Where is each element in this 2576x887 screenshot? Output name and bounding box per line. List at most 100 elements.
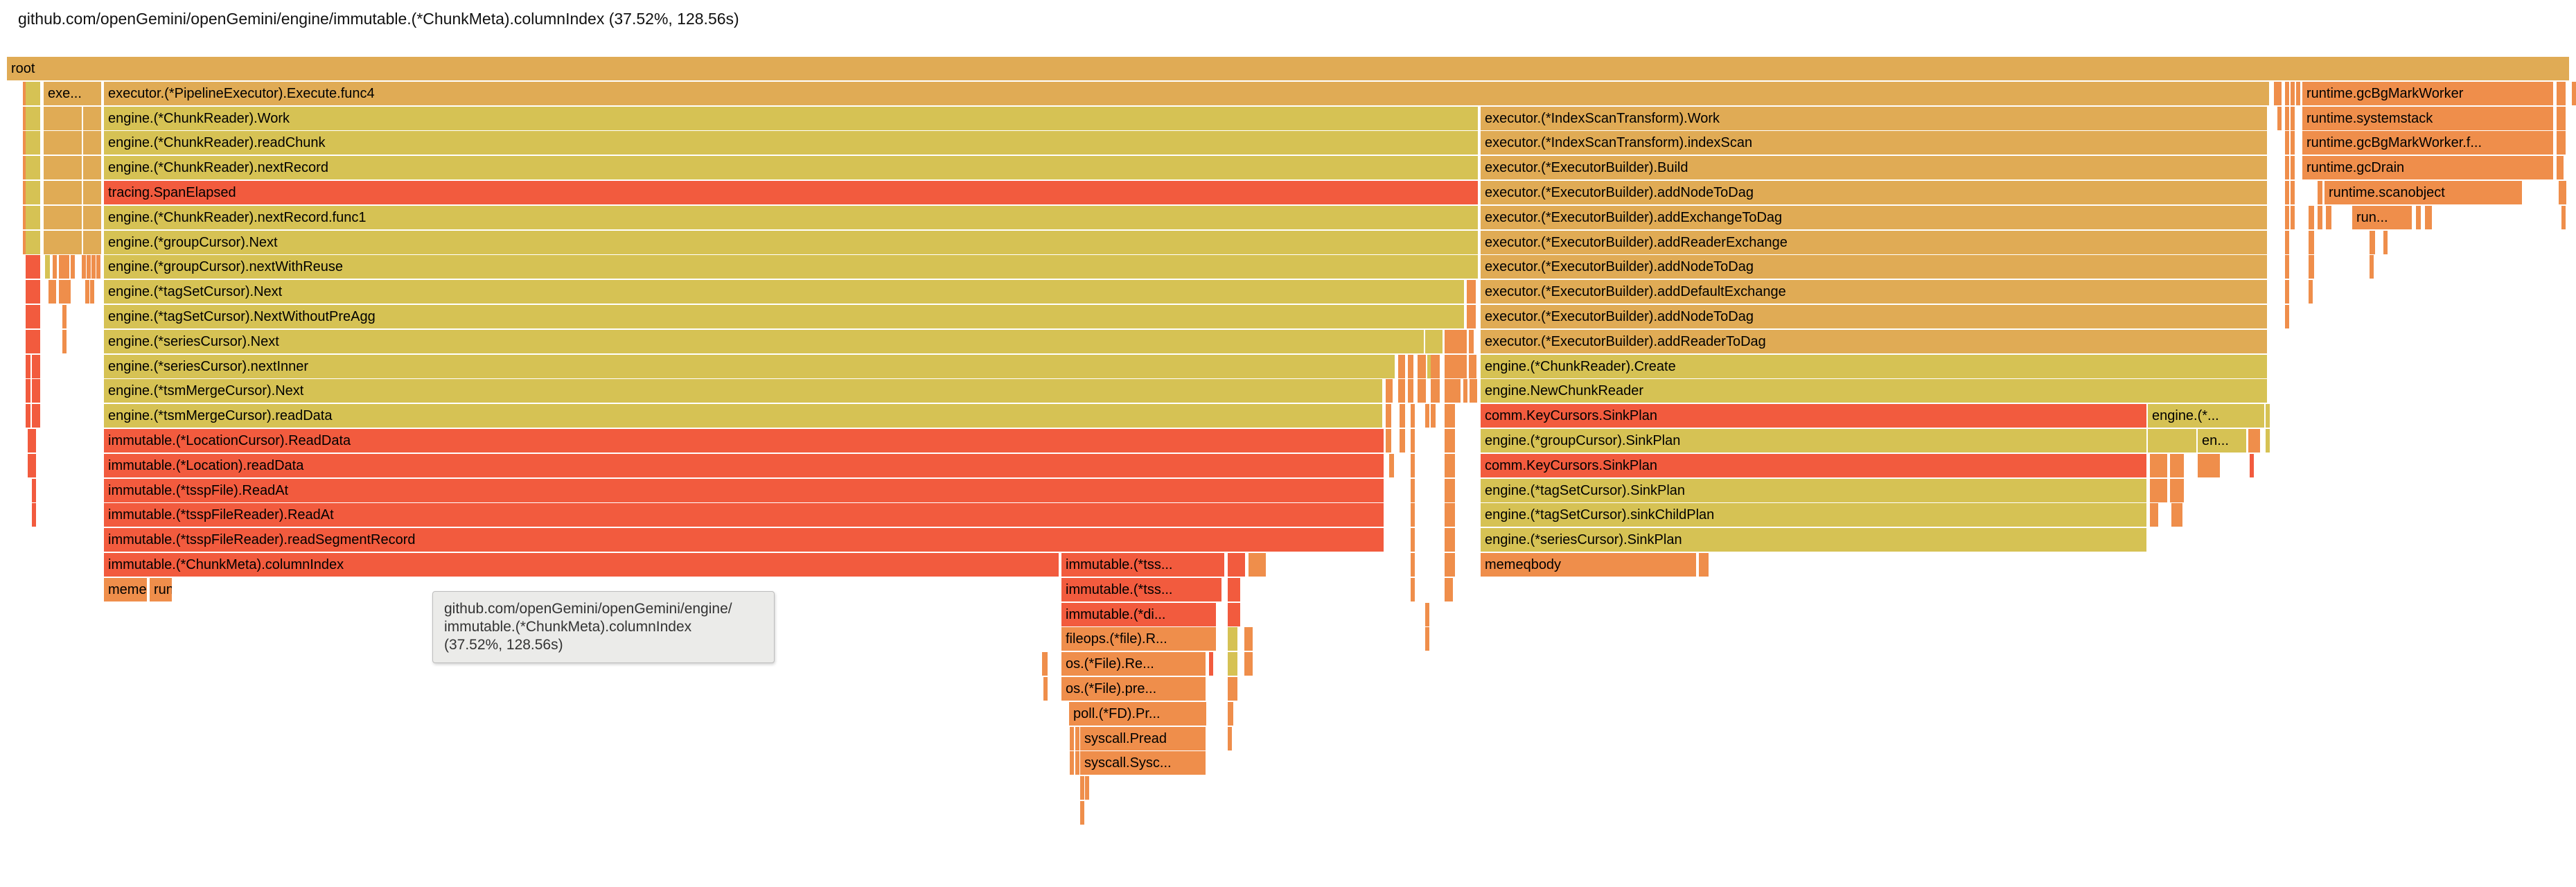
flame-frame[interactable] (32, 503, 36, 527)
flame-frame[interactable] (1411, 528, 1415, 552)
flame-frame[interactable] (26, 107, 40, 130)
flame-frame[interactable] (26, 181, 40, 204)
flame-frame[interactable] (2266, 429, 2270, 453)
flame-frame[interactable] (59, 280, 71, 304)
flame-frame[interactable] (91, 255, 96, 279)
flame-frame[interactable]: engine.(*groupCursor).nextWithReuse (104, 255, 1478, 279)
flame-frame[interactable] (1209, 652, 1213, 676)
flame-frame[interactable] (1398, 355, 1405, 378)
flame-frame[interactable] (2277, 82, 2282, 105)
flame-frame[interactable]: comm.KeyCursors.SinkPlan (1481, 454, 2146, 477)
flame-frame[interactable] (1469, 355, 1473, 378)
flame-frame[interactable] (1075, 727, 1079, 750)
flame-frame[interactable] (2561, 206, 2566, 229)
flame-frame[interactable] (1418, 355, 1426, 378)
flame-frame[interactable] (1445, 503, 1455, 527)
flame-frame[interactable] (23, 206, 27, 229)
flame-frame[interactable] (1467, 280, 1476, 304)
flame-frame[interactable] (2277, 107, 2282, 130)
flame-frame[interactable] (1400, 429, 1405, 453)
flame-frame[interactable]: immutable.(*Location).readData (104, 454, 1384, 477)
flame-frame[interactable]: syscall.Sysc... (1080, 751, 1206, 775)
flame-frame[interactable] (1445, 578, 1453, 601)
flame-frame[interactable] (87, 255, 91, 279)
flame-frame[interactable] (1080, 801, 1084, 825)
flame-frame[interactable]: os.(*File).Re... (1061, 652, 1206, 676)
flame-frame[interactable]: immutable.(*di... (1061, 603, 1216, 626)
flame-frame[interactable] (1469, 330, 1474, 353)
flame-frame[interactable]: root (7, 57, 2569, 80)
flame-frame[interactable]: immutable.(*tss... (1061, 578, 1221, 601)
flame-frame[interactable] (2285, 255, 2289, 279)
flame-frame[interactable] (1411, 553, 1415, 577)
flame-frame[interactable] (1445, 479, 1455, 502)
flame-frame[interactable] (1472, 355, 1476, 378)
flame-frame[interactable] (1427, 355, 1431, 378)
flame-frame[interactable] (1411, 454, 1415, 477)
flame-frame[interactable] (44, 181, 82, 204)
flame-frame[interactable] (1425, 330, 1443, 353)
flame-frame[interactable]: run... (150, 578, 172, 601)
flame-frame[interactable] (1411, 503, 1415, 527)
flame-frame[interactable] (1431, 379, 1440, 403)
flame-frame[interactable] (2285, 280, 2289, 304)
flame-frame[interactable] (2150, 503, 2158, 527)
flame-frame[interactable]: immutable.(*tsspFileReader).readSegmentR… (104, 528, 1384, 552)
flame-frame[interactable] (1042, 652, 1048, 676)
flame-frame[interactable] (2291, 131, 2295, 155)
flame-frame[interactable]: executor.(*ExecutorBuilder).addReaderToD… (1481, 330, 2267, 353)
flame-frame[interactable] (1445, 355, 1467, 378)
flame-frame[interactable] (2370, 231, 2375, 254)
flame-frame[interactable] (59, 255, 69, 279)
flame-frame[interactable] (2250, 454, 2254, 477)
flame-frame[interactable] (1445, 379, 1461, 403)
flame-frame[interactable] (1249, 627, 1253, 651)
flame-frame[interactable]: engine.(*ChunkReader).Work (104, 107, 1478, 130)
flame-frame[interactable] (62, 330, 67, 353)
flame-frame[interactable] (26, 355, 30, 378)
flame-frame[interactable] (2285, 181, 2289, 204)
flame-frame[interactable] (2285, 131, 2289, 155)
flame-frame[interactable] (83, 107, 101, 130)
flame-frame[interactable] (1070, 727, 1074, 750)
flame-frame[interactable] (1228, 652, 1237, 676)
flame-frame[interactable] (1463, 379, 1467, 403)
flame-frame[interactable] (26, 156, 40, 179)
flame-frame[interactable] (26, 231, 40, 254)
flame-frame[interactable]: executor.(*ExecutorBuilder).addNodeToDag (1481, 181, 2267, 204)
flame-frame[interactable] (1080, 776, 1084, 800)
flame-frame[interactable]: runtime.systemstack (2302, 107, 2553, 130)
flame-frame[interactable] (1445, 404, 1455, 428)
flame-frame[interactable]: run... (2352, 206, 2412, 229)
flame-frame[interactable] (23, 156, 27, 179)
flame-frame[interactable] (1249, 652, 1253, 676)
flame-frame[interactable] (26, 206, 40, 229)
flame-frame[interactable] (2557, 107, 2566, 130)
flame-frame[interactable] (1431, 404, 1436, 428)
flame-frame[interactable] (44, 231, 82, 254)
flame-frame[interactable] (1228, 727, 1232, 750)
flame-frame[interactable] (83, 206, 101, 229)
flame-frame[interactable] (2326, 206, 2331, 229)
flame-frame[interactable]: engine.(*groupCursor).SinkPlan (1481, 429, 2146, 453)
flame-frame[interactable]: executor.(*IndexScanTransform).indexScan (1481, 131, 2267, 155)
flame-frame[interactable] (1425, 627, 1429, 651)
flame-frame[interactable] (2309, 206, 2314, 229)
flame-frame[interactable] (83, 131, 101, 155)
flame-frame[interactable] (26, 379, 30, 403)
flame-frame[interactable]: engine.(*tagSetCursor).SinkPlan (1481, 479, 2146, 502)
flame-frame[interactable] (32, 454, 36, 477)
flame-frame[interactable]: engine.NewChunkReader (1481, 379, 2267, 403)
flame-frame[interactable]: poll.(*FD).Pr... (1069, 702, 1206, 726)
flame-frame[interactable] (1445, 553, 1455, 577)
flame-frame[interactable]: runtime.gcDrain (2302, 156, 2553, 179)
flame-frame[interactable] (2285, 305, 2289, 328)
flame-frame[interactable]: executor.(*ExecutorBuilder).addNodeToDag (1481, 255, 2267, 279)
flame-frame[interactable] (1070, 751, 1074, 775)
flame-frame[interactable]: engine.(*... (2148, 404, 2264, 428)
flame-frame[interactable] (32, 404, 40, 428)
flame-frame[interactable] (2150, 454, 2167, 477)
flame-frame[interactable] (2291, 181, 2295, 204)
flame-frame[interactable] (2170, 454, 2184, 477)
flame-frame[interactable] (1408, 379, 1413, 403)
